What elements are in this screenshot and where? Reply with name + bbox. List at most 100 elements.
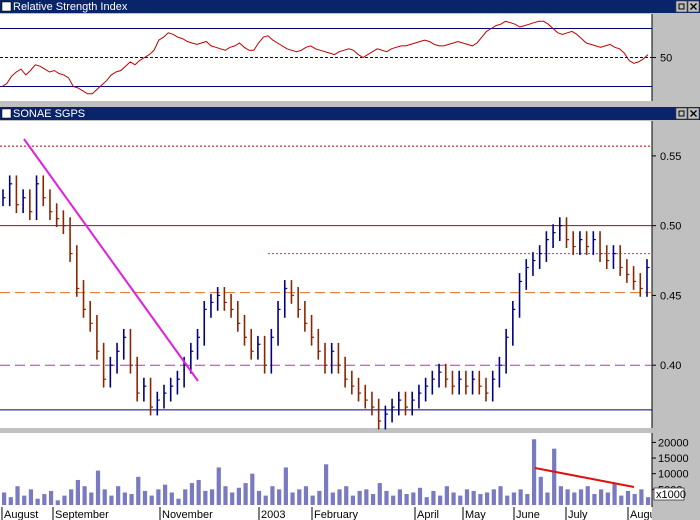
- volume-bar: [370, 494, 376, 505]
- volume-bar: [578, 489, 584, 505]
- date-label: April: [417, 509, 439, 520]
- volume-bar: [176, 498, 181, 505]
- volume-trend-line: [534, 467, 635, 488]
- volume-bar: [236, 487, 241, 505]
- price-tick-label: 0.45: [660, 290, 681, 302]
- rsi-series-line: [1, 20, 649, 95]
- volume-bar: [344, 486, 349, 505]
- rsi-tick-label: 50: [660, 53, 672, 65]
- volume-bar: [95, 470, 101, 505]
- volume-tick-label: 15000: [658, 453, 689, 465]
- volume-bar: [209, 489, 215, 505]
- volume-bar: [156, 489, 161, 505]
- volume-bar: [518, 489, 523, 505]
- volume-bar: [15, 486, 20, 505]
- rsi-pane-icon: [1, 1, 12, 12]
- volume-unit-box: [653, 487, 685, 501]
- volume-bar: [48, 490, 54, 505]
- volume-bar: [129, 494, 134, 505]
- volume-bar: [545, 492, 550, 505]
- volume-bar: [2, 492, 7, 505]
- volume-bar: [270, 486, 275, 505]
- volume-bar: [169, 492, 174, 505]
- volume-bar: [404, 494, 409, 505]
- volume-bar: [565, 489, 570, 505]
- price-tick-label: 0.50: [660, 221, 681, 233]
- volume-bar: [485, 492, 490, 505]
- volume-bar: [538, 476, 543, 505]
- volume-bar: [283, 467, 288, 505]
- volume-tick-label: 20000: [658, 437, 689, 449]
- volume-bar: [605, 492, 610, 505]
- volume-bar: [505, 495, 510, 505]
- volume-bar: [243, 483, 248, 505]
- downtrend-line: [23, 138, 199, 382]
- volume-bar: [391, 495, 396, 505]
- volume-bar: [142, 490, 148, 505]
- volume-bar: [625, 490, 631, 505]
- rsi-title-bar: [0, 0, 700, 13]
- volume-bar: [531, 439, 537, 505]
- volume-bar: [290, 492, 295, 505]
- volume-bar: [464, 489, 470, 505]
- close-icon: [690, 3, 697, 10]
- volume-bar: [28, 489, 34, 505]
- volume-bar: [55, 500, 60, 505]
- volume-pane: 2000015000100005000 x1000: [0, 433, 689, 507]
- rsi-levels: [0, 28, 652, 87]
- volume-bar: [89, 492, 94, 505]
- volume-bar: [511, 492, 517, 505]
- date-label: Augu: [630, 509, 656, 520]
- restore-icon: [678, 3, 685, 10]
- volume-bar: [136, 476, 141, 505]
- volume-bar: [189, 483, 195, 505]
- volume-bar: [230, 492, 235, 505]
- rsi-pane: Relative Strength Index 50: [0, 0, 700, 101]
- volume-bar: [324, 464, 329, 505]
- volume-bar: [75, 479, 80, 505]
- volume-bar: [35, 498, 40, 505]
- volume-bar: [572, 492, 577, 505]
- volume-bar: [364, 489, 369, 505]
- date-label: August: [4, 509, 38, 520]
- volume-bar: [42, 494, 47, 505]
- date-axis-area: [0, 507, 652, 520]
- volume-bar: [411, 492, 416, 505]
- price-pane-icon: [1, 108, 12, 119]
- volume-tick-label: 10000: [658, 469, 689, 481]
- price-restore-button[interactable]: [675, 107, 688, 120]
- volume-bar: [317, 490, 322, 505]
- volume-bar: [330, 492, 335, 505]
- price-bars: [2, 175, 650, 430]
- rsi-restore-button[interactable]: [675, 0, 688, 13]
- volume-bar: [592, 494, 597, 505]
- rsi-y-axis: 50: [652, 53, 672, 65]
- volume-bar: [444, 486, 449, 505]
- volume-bar: [632, 494, 637, 505]
- volume-bar: [377, 483, 382, 505]
- date-label: February: [314, 509, 359, 520]
- volume-unit-label: x1000: [656, 489, 686, 501]
- volume-bar: [163, 484, 168, 505]
- volume-bar: [646, 497, 651, 505]
- volume-bar: [431, 490, 436, 505]
- volume-bar: [417, 487, 423, 505]
- volume-bar: [350, 495, 356, 505]
- volume-bar: [62, 495, 67, 505]
- volume-bar: [357, 490, 362, 505]
- volume-bar: [471, 490, 476, 505]
- volume-bar: [122, 492, 127, 505]
- price-title-bar: [0, 107, 700, 120]
- date-label: July: [568, 509, 588, 520]
- scrollbar-stub[interactable]: [652, 507, 700, 520]
- volume-bar: [491, 489, 496, 505]
- volume-bar: [297, 489, 302, 505]
- volume-bar: [498, 486, 503, 505]
- price-reference-lines: [0, 145, 652, 411]
- price-title: SONAE SGPS: [13, 108, 85, 120]
- volume-bar: [599, 489, 604, 505]
- volume-bar: [263, 495, 268, 505]
- volume-bar: [384, 490, 389, 505]
- volume-bar: [82, 486, 87, 505]
